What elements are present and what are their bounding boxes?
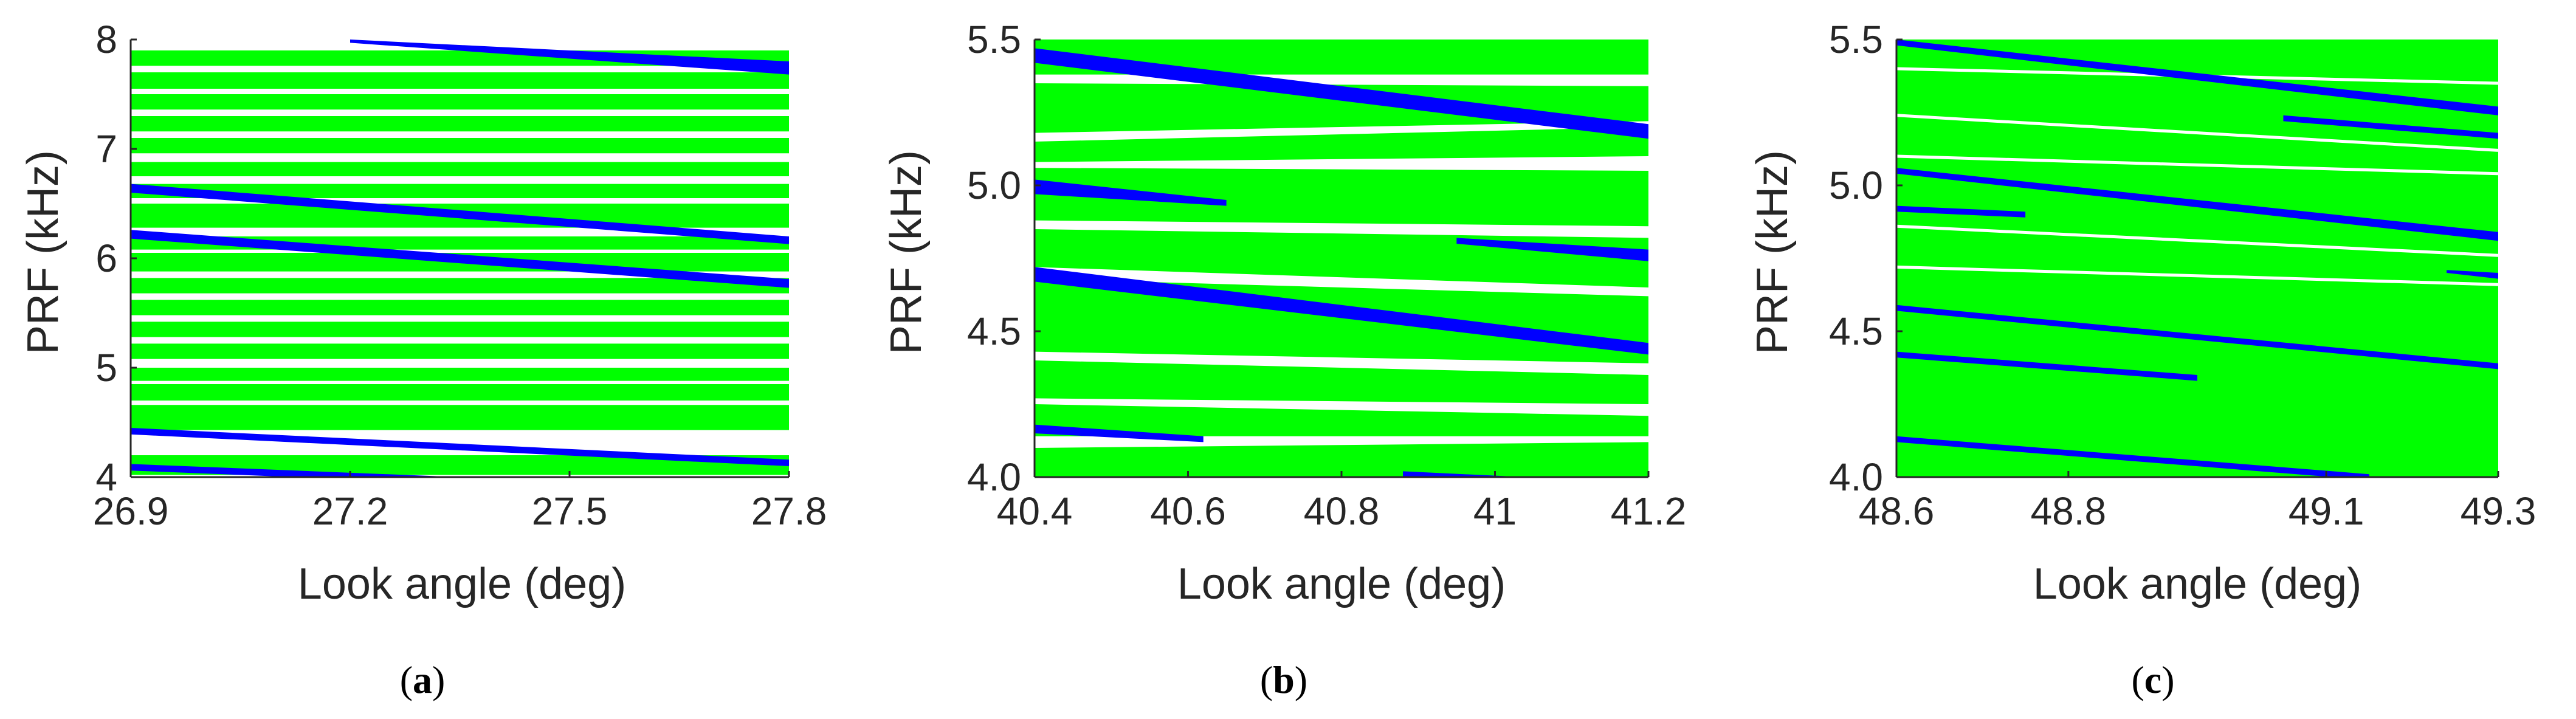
- panel-a-feasible-band: [131, 278, 789, 294]
- panel-b-nadir-band: [1035, 179, 1227, 206]
- panel-a-feasible-band: [131, 300, 789, 315]
- panel-a-nadir-band: [350, 40, 789, 75]
- panel-c-nadir-band: [1896, 40, 2498, 115]
- panel-a: PRF (kHz) Look angle (deg) (a) 26.9 27.2 2…: [19, 18, 827, 701]
- panel-c: PRF (kHz) Look angle (deg) (c) 48.6 48.8 4…: [1748, 18, 2536, 701]
- panel-b-x-tick-label: 40.6: [1150, 489, 1226, 533]
- panel-c-xlabel: Look angle (deg): [2033, 560, 2361, 608]
- panel-b-ylabel: PRF (kHz): [882, 150, 931, 354]
- panel-c-caption: (c): [2131, 658, 2174, 701]
- panel-c-plot-area: [1896, 40, 2498, 477]
- panel-b-y-tick-label: 5.0: [967, 163, 1021, 207]
- panel-a-y-tick-label: 6: [95, 236, 117, 280]
- panel-a-feasible-band: [131, 72, 789, 89]
- panel-a-ylabel: PRF (kHz): [19, 150, 67, 354]
- panel-a-feasible-band: [131, 384, 789, 401]
- panel-b-feasible-band: [1035, 40, 1648, 75]
- panel-b-y-tick-label: 5.5: [967, 18, 1021, 61]
- panel-b-x-tick-label: 40.4: [997, 489, 1073, 533]
- panel-b-nadir-band: [1035, 48, 1648, 139]
- panel-a-nadir-band: [131, 184, 789, 244]
- panel-c-ylabel: PRF (kHz): [1748, 150, 1797, 354]
- panel-b-nadir-band: [1456, 238, 1648, 261]
- panel-c-nadir-band: [1896, 205, 2026, 218]
- panel-c-x-tick-label: 48.8: [2031, 489, 2107, 533]
- panel-b-nadir-band: [1403, 471, 1526, 477]
- panel-c-nadir-band: [1896, 436, 2369, 477]
- panel-b-feasible-band: [1035, 442, 1648, 477]
- panel-a-y-tick-label: 5: [95, 346, 117, 390]
- panel-b-x-tick-label: 40.8: [1304, 489, 1380, 533]
- panel-b-xlabel: Look angle (deg): [1177, 560, 1506, 608]
- panel-b-nadir-band: [1035, 267, 1648, 355]
- panel-b-plot-area: [1035, 40, 1648, 477]
- panel-a-xlabel: Look angle (deg): [298, 560, 626, 608]
- panel-c-gap: [1896, 224, 2498, 257]
- panel-c-nadir-band: [1896, 304, 2498, 370]
- panel-c-y-tick-label: 4.0: [1829, 455, 1883, 499]
- panel-a-feasible-band: [131, 116, 789, 132]
- panel-b-y-tick-label: 4.0: [967, 455, 1021, 499]
- panel-a-feasible-band: [131, 405, 789, 430]
- panel-c-x-tick-label: 49.3: [2461, 489, 2536, 533]
- panel-a-y-tick-label: 4: [95, 455, 117, 499]
- panel-c-nadir-band: [2447, 270, 2498, 279]
- panel-a-nadir-band: [131, 464, 460, 477]
- panel-a-x-tick-label: 27.2: [312, 489, 388, 533]
- panel-a-x-tick-label: 26.9: [93, 489, 169, 533]
- panel-b-feasible-band: [1035, 83, 1648, 133]
- panel-b-feasible-band: [1035, 360, 1648, 404]
- panel-b-feasible-band: [1035, 404, 1648, 436]
- panel-a-y-tick-label: 7: [95, 127, 117, 171]
- panel-b-feasible-band: [1035, 168, 1648, 227]
- panel-a-feasible-band: [131, 368, 789, 381]
- panel-a-feasible-band: [131, 343, 789, 359]
- panel-b-nadir-band: [1035, 424, 1204, 442]
- panel-c-nadir-band: [1896, 168, 2498, 241]
- panel-c-y-tick-label: 5.0: [1829, 163, 1883, 207]
- panel-c-x-tick-label: 49.1: [2288, 489, 2364, 533]
- panel-c-x-tick-label: 48.6: [1859, 489, 1935, 533]
- panel-a-feasible-band: [131, 94, 789, 110]
- panel-a-caption: (a): [400, 658, 446, 701]
- panel-a-nadir-band: [131, 428, 789, 466]
- panel-b-feasible-band: [1035, 127, 1648, 162]
- panel-b-x-tick-label: 41: [1473, 489, 1517, 533]
- panel-a-feasible-band: [131, 162, 789, 176]
- panel-c-y-tick-label: 5.5: [1829, 18, 1883, 61]
- panel-a-x-tick-label: 27.8: [751, 489, 827, 533]
- panel-a-feasible-band: [131, 138, 789, 154]
- panel-c-nadir-band: [2283, 115, 2498, 139]
- panel-a-nadir-band: [131, 230, 789, 288]
- panel-c-gap: [1896, 154, 2498, 176]
- panel-b-y-tick-label: 4.5: [967, 309, 1021, 353]
- panel-a-feasible-band: [131, 455, 789, 475]
- panel-a-y-tick-label: 8: [95, 18, 117, 61]
- panel-b-caption: (b): [1260, 658, 1307, 701]
- panel-c-gap: [1896, 265, 2498, 286]
- panel-c-y-tick-label: 4.5: [1829, 309, 1883, 353]
- panel-c-gap: [1896, 114, 2498, 152]
- panel-a-feasible-band: [131, 184, 789, 198]
- panel-a-x-tick-label: 27.5: [532, 489, 608, 533]
- panel-a-feasible-band: [131, 322, 789, 337]
- panel-b-x-tick-label: 41.2: [1611, 489, 1687, 533]
- panel-c-feasible-band: [1896, 40, 2498, 477]
- panel-a-plot-area: [131, 40, 789, 477]
- panel-b: PRF (kHz) Look angle (deg) (b) 40.4 40.6 4…: [882, 18, 1686, 701]
- panel-c-nadir-band: [1896, 351, 2197, 381]
